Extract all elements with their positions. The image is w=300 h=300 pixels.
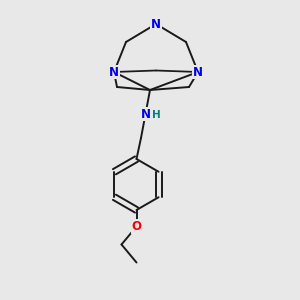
Text: H: H <box>152 110 160 121</box>
Text: N: N <box>109 65 119 79</box>
Text: N: N <box>140 107 151 121</box>
Text: N: N <box>151 17 161 31</box>
Text: N: N <box>193 65 203 79</box>
Text: O: O <box>131 220 142 233</box>
